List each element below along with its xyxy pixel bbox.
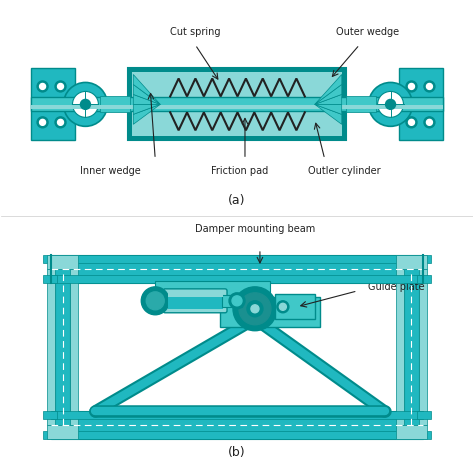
Bar bbox=[51, 255, 423, 263]
Polygon shape bbox=[31, 69, 75, 140]
Bar bbox=[51, 431, 423, 439]
Polygon shape bbox=[315, 94, 342, 104]
Bar bbox=[419, 269, 428, 426]
Text: (a): (a) bbox=[228, 194, 246, 207]
Bar bbox=[43, 431, 56, 439]
Circle shape bbox=[279, 303, 286, 310]
Bar bbox=[155, 281, 270, 295]
Text: Guide plate: Guide plate bbox=[368, 282, 424, 292]
Circle shape bbox=[57, 119, 64, 125]
Bar bbox=[418, 411, 431, 419]
Bar bbox=[395, 426, 428, 439]
Bar bbox=[132, 73, 342, 137]
Polygon shape bbox=[133, 74, 160, 104]
Circle shape bbox=[37, 117, 48, 128]
Bar bbox=[222, 295, 242, 307]
Bar bbox=[418, 431, 431, 439]
Circle shape bbox=[406, 81, 417, 92]
Bar bbox=[31, 105, 443, 109]
Circle shape bbox=[73, 91, 99, 118]
Bar bbox=[31, 98, 443, 111]
Circle shape bbox=[239, 293, 271, 325]
Bar bbox=[43, 275, 56, 283]
Bar bbox=[418, 275, 431, 283]
Text: Outler cylinder: Outler cylinder bbox=[309, 166, 381, 176]
Circle shape bbox=[427, 83, 432, 90]
Bar bbox=[275, 294, 315, 319]
Circle shape bbox=[40, 119, 46, 125]
Bar bbox=[43, 255, 56, 263]
Polygon shape bbox=[315, 104, 342, 114]
Polygon shape bbox=[315, 74, 342, 104]
Bar bbox=[403, 269, 419, 426]
Circle shape bbox=[232, 296, 242, 306]
Circle shape bbox=[229, 293, 245, 309]
Text: Outer wedge: Outer wedge bbox=[336, 27, 399, 36]
Bar bbox=[395, 269, 403, 426]
FancyBboxPatch shape bbox=[163, 289, 227, 313]
Circle shape bbox=[409, 119, 414, 125]
Polygon shape bbox=[399, 69, 443, 140]
Circle shape bbox=[247, 301, 263, 317]
Polygon shape bbox=[133, 104, 160, 124]
Bar bbox=[100, 96, 130, 112]
Bar bbox=[51, 261, 423, 277]
Bar bbox=[128, 69, 346, 140]
Bar bbox=[51, 411, 423, 419]
Bar bbox=[168, 293, 223, 309]
Text: Cut spring: Cut spring bbox=[170, 27, 220, 36]
Bar bbox=[51, 255, 423, 283]
Bar bbox=[51, 411, 423, 439]
Bar bbox=[43, 411, 56, 419]
Circle shape bbox=[55, 117, 66, 128]
Text: Inner wedge: Inner wedge bbox=[80, 166, 141, 176]
Circle shape bbox=[424, 81, 435, 92]
Text: Friction pad: Friction pad bbox=[211, 166, 269, 176]
Bar bbox=[418, 255, 431, 263]
Bar bbox=[395, 255, 428, 269]
Circle shape bbox=[251, 305, 259, 313]
Circle shape bbox=[141, 287, 169, 315]
Circle shape bbox=[277, 301, 289, 313]
Bar bbox=[346, 96, 375, 112]
Circle shape bbox=[40, 83, 46, 90]
Circle shape bbox=[424, 117, 435, 128]
Bar bbox=[51, 418, 423, 433]
Bar bbox=[71, 269, 79, 426]
Circle shape bbox=[233, 287, 277, 331]
Circle shape bbox=[369, 82, 412, 127]
Bar bbox=[55, 269, 71, 426]
Circle shape bbox=[385, 100, 395, 109]
Circle shape bbox=[378, 91, 403, 118]
Bar bbox=[46, 426, 79, 439]
Circle shape bbox=[427, 119, 432, 125]
Polygon shape bbox=[315, 84, 342, 104]
Bar bbox=[220, 297, 320, 327]
Polygon shape bbox=[133, 104, 160, 114]
Circle shape bbox=[406, 117, 417, 128]
Circle shape bbox=[64, 82, 108, 127]
Text: Damper mounting beam: Damper mounting beam bbox=[195, 224, 315, 234]
Text: (b): (b) bbox=[228, 447, 246, 459]
Circle shape bbox=[409, 83, 414, 90]
Bar bbox=[46, 255, 79, 269]
Circle shape bbox=[55, 81, 66, 92]
Bar bbox=[168, 293, 223, 297]
Circle shape bbox=[57, 83, 64, 90]
Bar bbox=[46, 269, 55, 426]
Circle shape bbox=[37, 81, 48, 92]
Circle shape bbox=[146, 292, 164, 310]
Polygon shape bbox=[315, 104, 342, 124]
Polygon shape bbox=[133, 94, 160, 104]
Circle shape bbox=[81, 100, 91, 109]
Bar bbox=[51, 275, 423, 283]
Polygon shape bbox=[133, 84, 160, 104]
